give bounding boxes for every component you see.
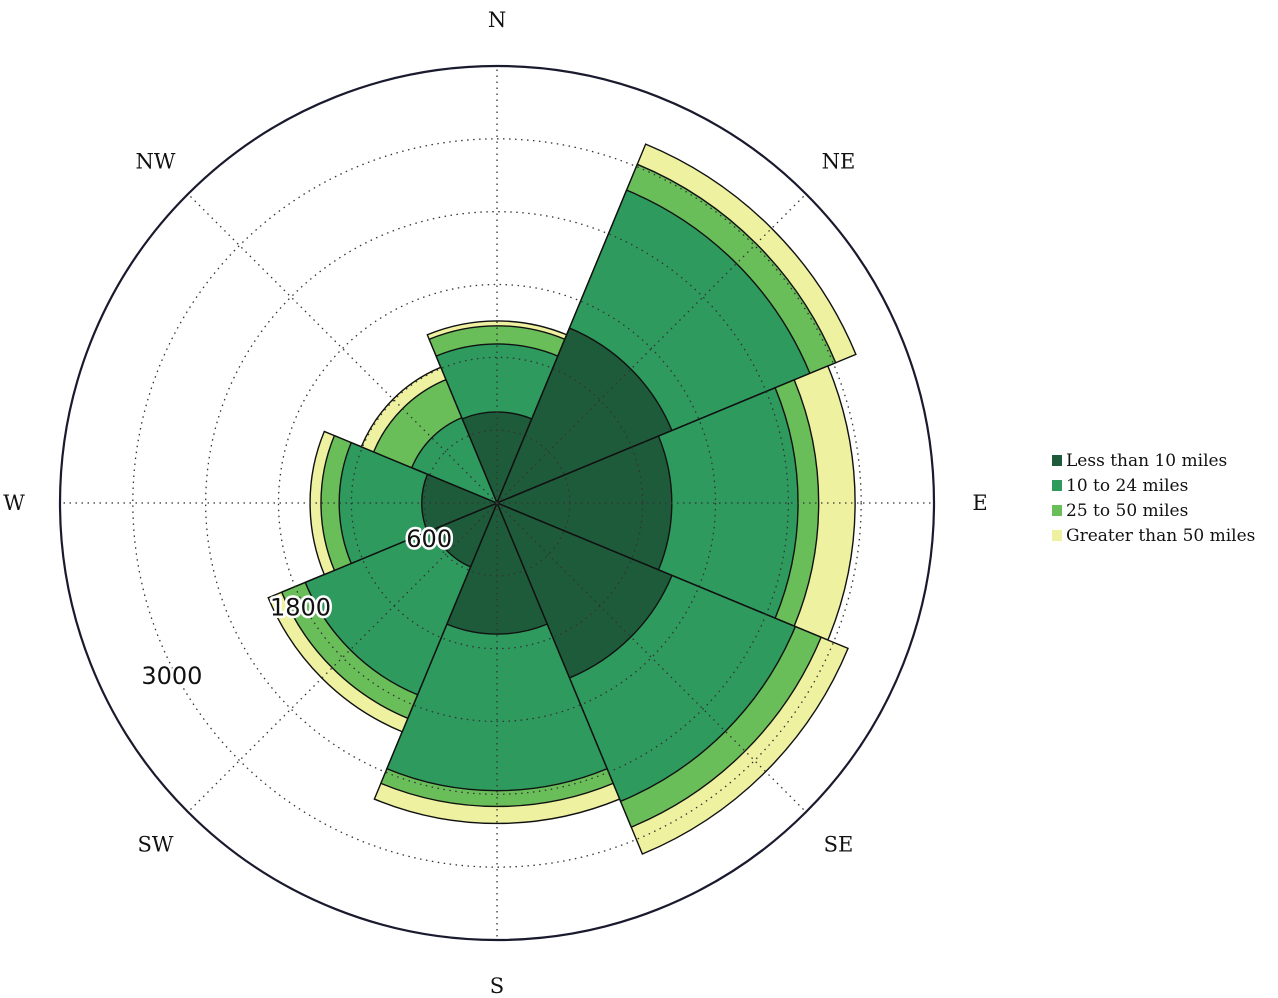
grid-ring-4 (205, 211, 789, 795)
legend-label-4: Greater than 50 miles (1066, 526, 1255, 546)
spoke-ne (496, 193, 807, 504)
direction-labels: N NE E SE S SW W NW (3, 8, 987, 998)
radial-tick-1800: 1800 (270, 594, 331, 622)
wedges (267, 143, 857, 855)
wedge-s-series-1 (445, 501, 549, 635)
legend-label-1: Less than 10 miles (1066, 451, 1227, 471)
spoke-se (496, 502, 807, 813)
direction-label-ne: NE (822, 150, 856, 174)
legend-swatch-4 (1052, 530, 1062, 541)
radial-tick-600: 600 (406, 525, 452, 553)
spoke-nw (187, 193, 498, 504)
wedge-ne-series-1 (495, 327, 673, 505)
radial-tick-labels: 600 1800 3000 (139, 523, 455, 693)
legend-swatch-2 (1052, 480, 1062, 491)
legend: Less than 10 miles 10 to 24 miles 25 to 50… (1052, 451, 1255, 546)
grid-ring-5 (132, 138, 862, 868)
legend-label-3: 25 to 50 miles (1066, 501, 1188, 521)
direction-label-nw: NW (136, 150, 176, 174)
legend-label-2: 10 to 24 miles (1066, 476, 1188, 496)
wedge-s-series-2 (385, 501, 609, 792)
direction-label-sw: SW (138, 833, 174, 857)
spoke-sw (187, 502, 498, 813)
grid-ring-3 (277, 283, 717, 723)
grid (58, 64, 936, 942)
legend-swatch-3 (1052, 505, 1062, 516)
direction-label-se: SE (824, 833, 854, 857)
wedge-w-series-1 (421, 473, 499, 533)
legend-swatch-1 (1052, 455, 1062, 466)
direction-label-s: S (490, 974, 504, 998)
grid-ring-2 (350, 356, 644, 650)
direction-label-n: N (488, 8, 506, 32)
wedge-se-series-1 (495, 501, 673, 679)
radial-tick-3000: 3000 (141, 662, 202, 690)
direction-label-w: W (3, 491, 25, 515)
outer-ring (58, 64, 936, 942)
direction-label-e: E (972, 491, 987, 515)
